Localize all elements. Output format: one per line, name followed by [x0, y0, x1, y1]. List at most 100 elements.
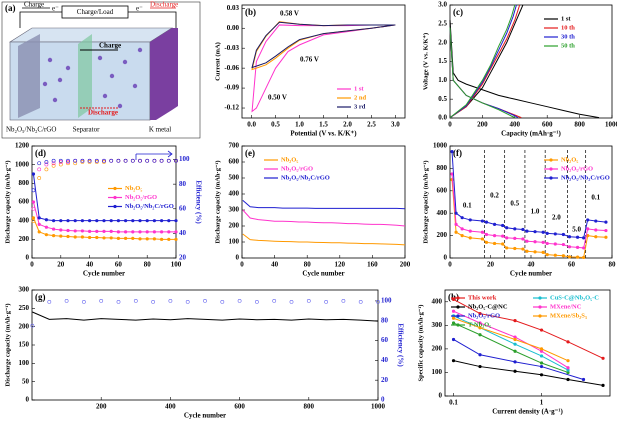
y2-tick-label: 20: [179, 254, 187, 262]
efficiency-marker: [138, 158, 142, 163]
marker: [66, 219, 70, 223]
marker: [478, 353, 482, 357]
legend-label: Nb₂O₅/rGO: [561, 165, 593, 172]
marker: [541, 240, 545, 244]
efficiency-marker: [58, 162, 63, 167]
legend-label: Nb₂O₅: [281, 156, 298, 163]
text: K metal: [149, 126, 171, 134]
y-tick-label: 600: [437, 186, 448, 194]
marker: [566, 359, 570, 363]
marker: [131, 219, 135, 223]
x-axis-label: Capacity (mAh·g⁻¹): [501, 130, 561, 138]
text: e⁻: [136, 5, 143, 13]
legend-label: Nb₂O₅/rGO: [125, 194, 157, 201]
marker: [521, 247, 525, 251]
marker: [553, 242, 557, 246]
y-tick-label: 400: [229, 190, 240, 198]
panel-label: (c): [453, 7, 463, 17]
legend-marker: [456, 314, 460, 318]
legend-label: Nb₂O₅-C@NC: [468, 303, 508, 310]
y-axis-label: Discharge capacity (mAh·g⁻¹): [214, 160, 221, 243]
marker: [460, 234, 464, 238]
marker: [44, 218, 49, 222]
marker: [604, 228, 608, 233]
marker: [102, 229, 106, 233]
marker: [521, 237, 525, 241]
marker: [478, 311, 482, 316]
efficiency-marker: [31, 206, 36, 211]
x-tick-label: 60: [115, 261, 123, 269]
x-axis-label: Current density (A·g⁻¹): [492, 408, 563, 416]
y-axis-label: Voltage (V vs. K/K⁺): [422, 33, 429, 90]
efficiency-marker: [130, 158, 135, 163]
marker: [468, 236, 472, 240]
y-tick-label: 200: [19, 322, 30, 330]
efficiency-marker: [73, 161, 78, 166]
y-tick-label: 600: [229, 158, 240, 166]
efficiency-marker: [66, 161, 70, 166]
marker: [44, 233, 49, 237]
marker: [604, 220, 608, 224]
circuit: [19, 11, 177, 28]
marker: [525, 249, 529, 253]
x-tick-label: 20: [57, 261, 65, 269]
efficiency-marker: [272, 299, 277, 303]
efficiency-marker: [174, 158, 178, 163]
marker: [484, 220, 489, 224]
plot-frame: [241, 4, 406, 119]
x-tick-label: 1000: [371, 403, 386, 411]
marker: [451, 359, 456, 363]
marker: [561, 242, 566, 247]
legend-label: Nb₂O₅/Nb₂C/rGO: [125, 203, 174, 210]
efficiency-marker: [203, 299, 207, 303]
marker: [138, 237, 142, 241]
marker: [116, 230, 120, 234]
y2-tick-label: 40: [179, 229, 187, 237]
y2-tick-label: 80: [179, 180, 187, 188]
marker: [451, 316, 456, 320]
efficiency-marker: [37, 161, 42, 166]
y2-tick-label: 80: [381, 316, 389, 324]
x-tick-label: 0: [30, 261, 34, 269]
legend-label: T-Nb₂O₅: [468, 321, 491, 328]
marker: [167, 219, 171, 223]
y-tick-label: 100: [432, 368, 443, 376]
marker: [124, 236, 128, 240]
marker: [533, 240, 537, 244]
efficiency-marker: [87, 158, 92, 163]
x-tick-label: 0: [448, 121, 452, 129]
marker: [480, 230, 484, 234]
marker: [116, 219, 120, 223]
marker: [109, 236, 113, 240]
marker: [102, 219, 106, 223]
y-axis-label: Discharge capacity (mAh·g⁻¹): [4, 160, 11, 243]
y2-axis-label: Efficiency (%): [396, 323, 404, 367]
y-tick-label: 600: [19, 198, 30, 206]
y-tick-label: 100: [19, 359, 30, 367]
marker: [73, 229, 77, 233]
marker: [539, 354, 544, 358]
legend-label: MXene/NC: [550, 303, 582, 310]
marker: [492, 241, 497, 246]
efficiency-marker: [47, 299, 52, 304]
y2-tick-label: 100: [381, 297, 392, 305]
plot-frame: [241, 145, 406, 259]
marker: [131, 236, 135, 240]
efficiency-marker: [37, 167, 42, 172]
marker: [66, 234, 70, 239]
efficiency-marker: [44, 167, 49, 172]
marker: [59, 219, 63, 223]
efficiency-marker: [37, 176, 42, 180]
series-line: [449, 4, 600, 119]
y-tick-label: 250: [19, 304, 30, 312]
legend-marker: [113, 186, 117, 191]
y-tick-label: 150: [19, 341, 30, 349]
x-tick-label: 40: [271, 261, 279, 269]
series-line: [251, 21, 396, 69]
legend-label: This work: [468, 294, 497, 301]
legend-label: 3 rd: [354, 103, 366, 110]
marker: [451, 297, 456, 302]
ions: [42, 47, 143, 109]
efficiency-marker: [133, 299, 138, 303]
